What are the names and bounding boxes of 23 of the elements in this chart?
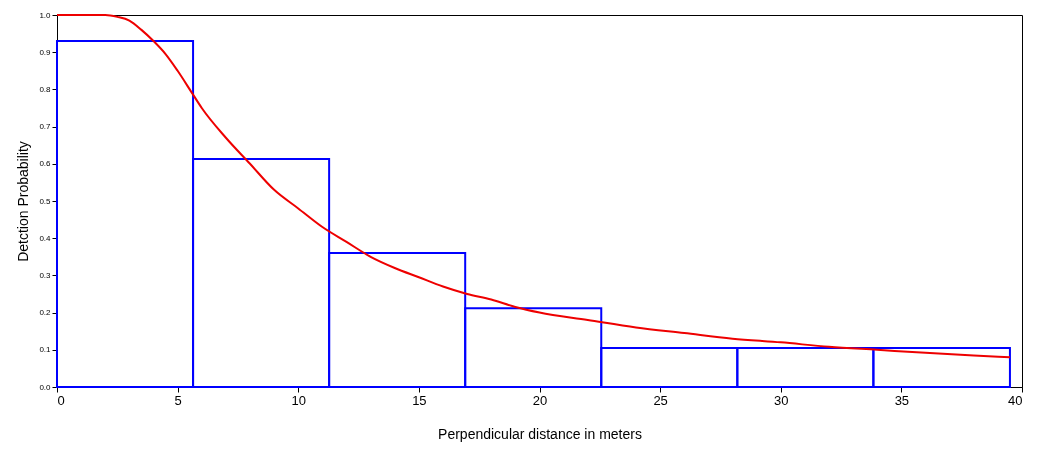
y-tick-label: 0.3 bbox=[39, 270, 52, 280]
x-tick-label: 35 bbox=[894, 392, 910, 408]
y-tick-label: 1.0 bbox=[39, 10, 52, 20]
y-tick-label: 0.0 bbox=[39, 382, 52, 392]
y-axis-title: Detction Probability bbox=[15, 141, 32, 262]
x-tick-label: 10 bbox=[291, 392, 306, 408]
y-tick-label: 0.8 bbox=[39, 84, 52, 94]
x-tick-label: 25 bbox=[653, 392, 668, 408]
x-tick-label: 5 bbox=[174, 392, 182, 408]
y-tick-label: 0.5 bbox=[39, 196, 52, 206]
x-tick-label: 40 bbox=[1008, 392, 1023, 408]
x-tick-label: 20 bbox=[532, 392, 548, 408]
y-tick-label: 0.1 bbox=[39, 345, 52, 355]
x-tick-label: 30 bbox=[774, 392, 789, 408]
y-tick-label: 0.7 bbox=[39, 122, 52, 132]
y-tick-label: 0.9 bbox=[39, 47, 52, 57]
x-axis-title: Perpendicular distance in meters bbox=[438, 425, 642, 442]
x-tick-label: 15 bbox=[412, 392, 427, 408]
y-tick-label: 0.6 bbox=[39, 159, 52, 169]
x-tick-label: 0 bbox=[57, 392, 65, 408]
y-tick-label: 0.4 bbox=[39, 233, 52, 243]
line-series bbox=[56, 14, 1011, 359]
y-tick-label: 0.2 bbox=[39, 308, 52, 318]
